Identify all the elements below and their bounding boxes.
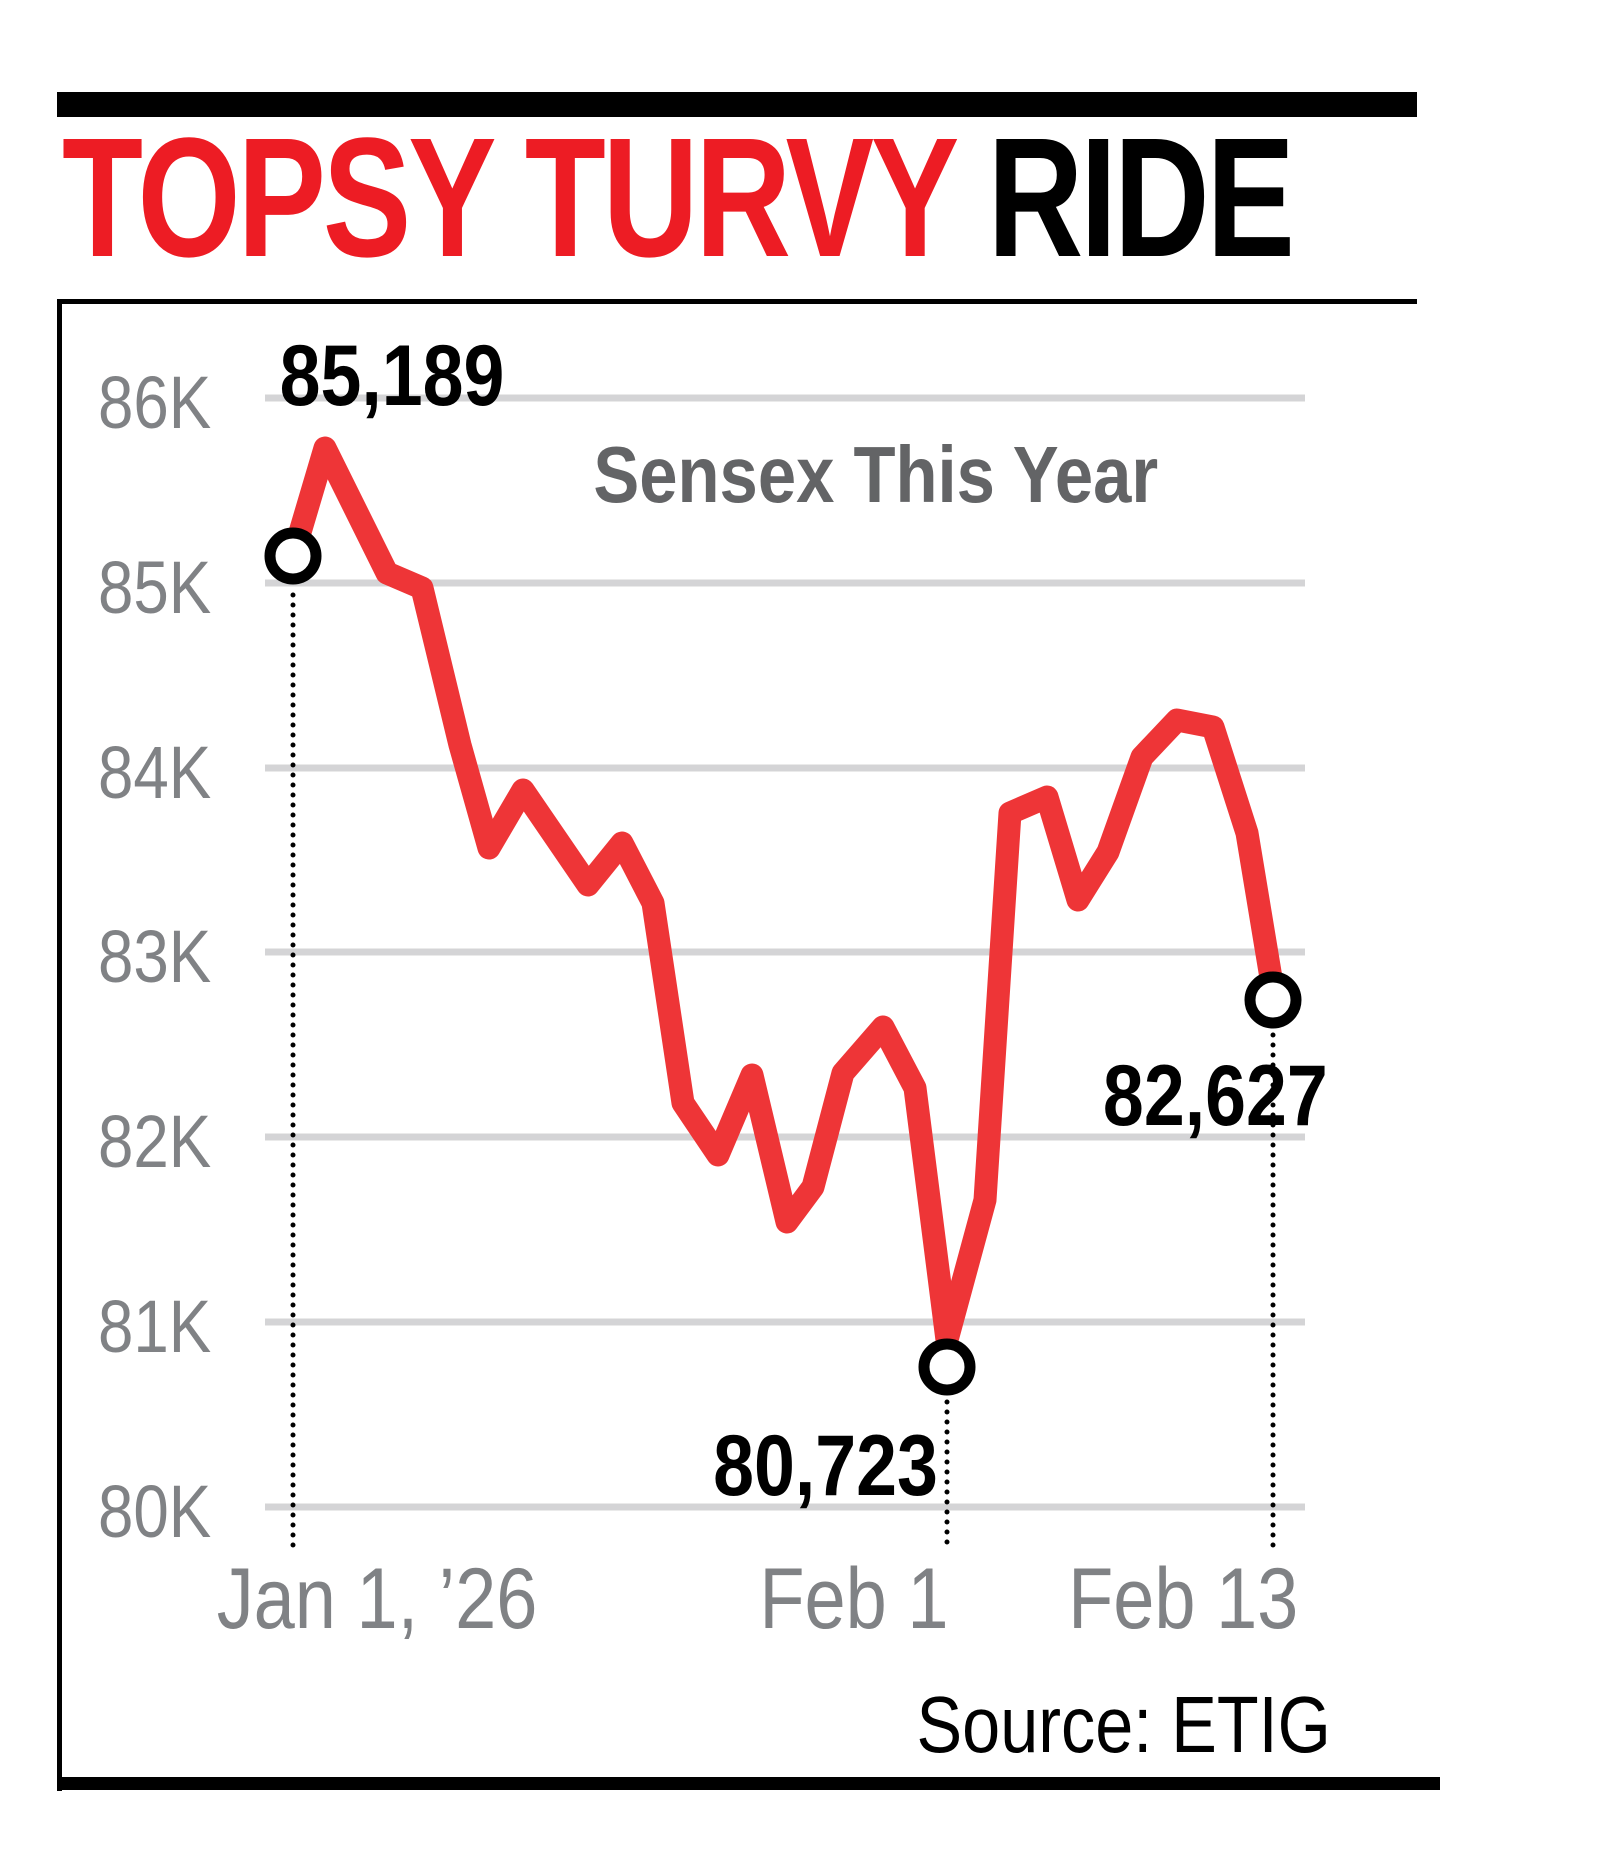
headline: TOPSY TURVY RIDE: [62, 113, 1295, 283]
dotted-guides: [290, 592, 1276, 1553]
y-label-85k: 85K: [98, 547, 211, 630]
y-label-81k: 81K: [98, 1286, 211, 1369]
frame-top-rule: [57, 299, 1417, 304]
chart-subtitle: Sensex This Year: [593, 429, 1158, 519]
annotation-low: 80,723: [713, 1418, 938, 1514]
gridlines: [265, 394, 1305, 1511]
x-label-jan1: Jan 1, ’26: [217, 1550, 538, 1647]
sensex-line: [281, 436, 1285, 1352]
x-label-feb1: Feb 1: [759, 1550, 948, 1647]
top-rule: [57, 92, 1417, 117]
y-label-84k: 84K: [98, 732, 211, 815]
y-label-80k: 80K: [98, 1471, 211, 1554]
end-marker-icon: [1244, 971, 1302, 1029]
headline-part-red: TOPSY TURVY: [62, 103, 957, 293]
y-label-83k: 83K: [98, 916, 211, 999]
x-label-feb13: Feb 13: [1068, 1550, 1298, 1647]
bottom-rule: [57, 1777, 1440, 1790]
source-credit: Source: ETIG: [917, 1680, 1331, 1769]
annotation-start: 85,189: [280, 328, 505, 424]
y-label-82k: 82K: [98, 1101, 211, 1184]
start-marker-icon: [264, 527, 322, 585]
y-label-86k: 86K: [98, 362, 211, 445]
annotation-end: 82,627: [1103, 1048, 1328, 1144]
y-axis-labels: 86K 85K 84K 83K 82K 81K 80K: [98, 362, 211, 1554]
x-axis-labels: Jan 1, ’26 Feb 1 Feb 13: [217, 1550, 1299, 1647]
annotations: 85,189 80,723 82,627: [280, 328, 1328, 1514]
headline-part-black: RIDE: [987, 103, 1295, 293]
frame-left-rule: [57, 299, 62, 1791]
low-marker-icon: [918, 1338, 976, 1396]
